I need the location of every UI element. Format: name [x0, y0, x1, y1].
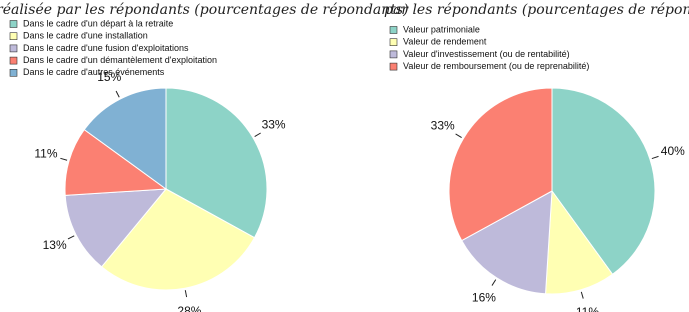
legend-swatch [389, 38, 398, 47]
legend-swatch [389, 26, 398, 34]
legend-swatch [9, 20, 18, 28]
value-label: 33% [262, 118, 286, 132]
pie-slice [165, 87, 268, 239]
leader-line [67, 235, 75, 240]
pie-slice [100, 188, 256, 291]
chart-title: par les répondants (pourcentages de répo… [384, 2, 689, 18]
pie-slice [64, 128, 168, 196]
legend-swatch [9, 44, 18, 53]
leader-line [580, 291, 584, 299]
legend-label: Valeur de rendement [403, 37, 487, 47]
legend-label: Valeur patrimoniale [403, 24, 480, 34]
value-label: 28% [177, 304, 201, 312]
value-label: 11% [576, 305, 599, 312]
value-label: 11% [34, 146, 57, 160]
leader-line [60, 157, 68, 161]
value-label: 40% [661, 144, 685, 158]
legend-swatch [9, 56, 18, 65]
pie-slice [545, 189, 614, 295]
legend-label: Valeur d'investissement (ou de rentabili… [403, 49, 570, 59]
leader-line [491, 279, 497, 286]
legend-label: Dans le cadre d'une installation [23, 31, 148, 41]
legend-swatch [9, 32, 18, 41]
pie-slice [64, 188, 168, 268]
value-label: 13% [43, 238, 67, 252]
leader-line [184, 290, 188, 298]
leader-line [254, 132, 261, 137]
legend-swatch [389, 62, 398, 71]
leader-line [651, 155, 659, 160]
pie-slice [461, 190, 553, 295]
legend-swatch [9, 69, 18, 77]
legend-label: Valeur de remboursement (ou de reprenabi… [403, 61, 589, 71]
value-label: 16% [472, 290, 496, 304]
leader-line [455, 133, 462, 138]
leader-line [115, 90, 120, 98]
value-label: 15% [97, 70, 121, 84]
legend-label: Dans le cadre d'une fusion d'exploitatio… [23, 43, 189, 53]
pie-slice [83, 87, 167, 190]
legend-label: Dans le cadre d'un démantèlement d'explo… [23, 55, 217, 65]
pie-slice [448, 87, 553, 242]
legend-label: Dans le cadre d'un départ à la retraite [23, 18, 173, 28]
value-label: 33% [431, 119, 455, 133]
legend-label: Dans le cadre d'autres événements [23, 67, 165, 77]
legend-swatch [389, 50, 398, 59]
chart-title: réalisée par les répondants (pourcentage… [0, 2, 409, 18]
pie-slice [551, 87, 656, 276]
